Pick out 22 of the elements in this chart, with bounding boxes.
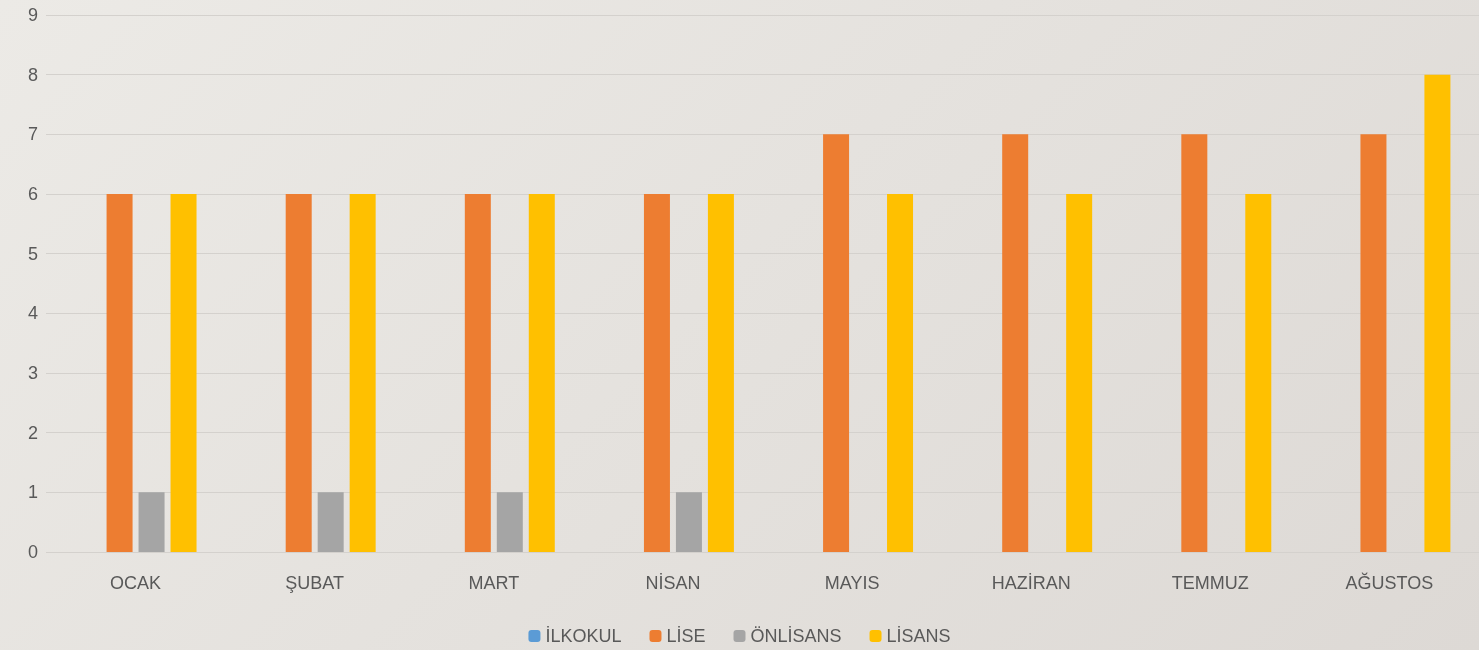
legend-label: LİSANS bbox=[886, 626, 951, 646]
y-tick-label: 3 bbox=[27, 363, 38, 383]
x-tick-label: NİSAN bbox=[645, 573, 701, 593]
x-tick-label: MART bbox=[468, 573, 520, 593]
legend-label: LİSE bbox=[666, 626, 706, 646]
legend-label: İLKOKUL bbox=[545, 626, 622, 646]
x-tick-label: ŞUBAT bbox=[285, 573, 345, 593]
y-tick-label: 8 bbox=[27, 64, 38, 85]
x-tick-label: AĞUSTOS bbox=[1345, 572, 1434, 593]
y-tick-label: 5 bbox=[27, 243, 38, 264]
x-tick-label: TEMMUZ bbox=[1171, 573, 1249, 593]
x-tick-label: MAYIS bbox=[824, 573, 880, 593]
x-tick-label: OCAK bbox=[110, 573, 162, 593]
y-tick-label: 7 bbox=[27, 124, 38, 145]
legend-label: ÖNLİSANS bbox=[750, 626, 842, 646]
y-tick-label: 2 bbox=[27, 422, 38, 443]
y-tick-label: 4 bbox=[27, 303, 38, 324]
y-tick-label: 9 bbox=[27, 5, 38, 25]
x-tick-label: HAZİRAN bbox=[991, 573, 1071, 593]
y-tick-label: 6 bbox=[27, 184, 38, 204]
y-tick-label: 0 bbox=[27, 542, 38, 562]
y-tick-label: 1 bbox=[27, 482, 38, 503]
